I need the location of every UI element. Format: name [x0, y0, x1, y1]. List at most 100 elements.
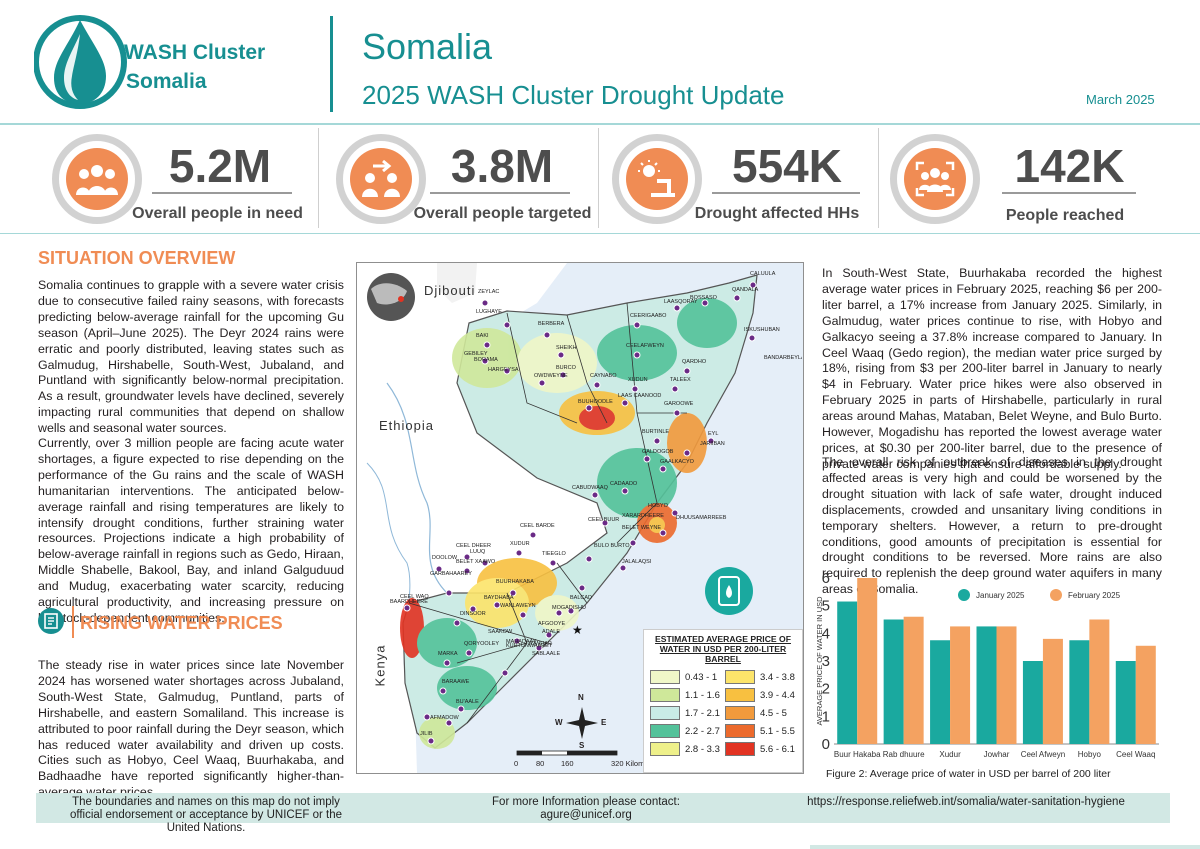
legend-label: 5.6 - 6.1 — [760, 743, 795, 755]
legend-label: 1.7 - 2.1 — [685, 707, 720, 719]
legend-item: 2.2 - 2.7 — [650, 724, 721, 738]
legend-swatch — [725, 706, 755, 720]
chart-bar-january — [1022, 661, 1043, 744]
compass-east: E — [601, 718, 607, 727]
stat-value: 142K — [1014, 140, 1125, 192]
scale-label: 320 Kilometers — [611, 759, 662, 768]
situation-paragraph-1: Somalia continues to grapple with a seve… — [38, 278, 344, 436]
brand-name: WASH Cluster Somalia — [124, 38, 304, 96]
stat-label: Overall people targeted — [413, 205, 592, 222]
chart-bar-february — [996, 626, 1017, 744]
right-paragraph-1: In South-West State, Buurhakaba recorded… — [822, 266, 1162, 471]
wash-cluster-logo — [33, 12, 130, 112]
chart-y-tick-label: 5 — [822, 598, 830, 615]
right-paragraph-2: The overall risk of outbreak of diseases… — [822, 455, 1162, 597]
legend-swatch — [650, 742, 680, 756]
legend-item: 4.5 - 5 — [725, 706, 796, 720]
stat-icon-circle — [890, 134, 980, 224]
legend-item: 5.6 - 6.1 — [725, 742, 796, 756]
people-reached-icon — [904, 148, 966, 210]
legend-item: 0.43 - 1 — [650, 670, 721, 684]
map-legend-title: ESTIMATED AVERAGE PRICE OF WATER IN USD … — [655, 634, 791, 664]
legend-item: 2.8 - 3.3 — [650, 742, 721, 756]
chart-y-tick-label: 0 — [822, 736, 830, 753]
report-title: 2025 WASH Cluster Drought Update — [362, 80, 785, 110]
legend-swatch — [650, 724, 680, 738]
chart-category-label: Ceel Afweyn — [1021, 750, 1065, 759]
chart-bar-february — [857, 578, 878, 744]
chart-bar-february — [1089, 619, 1110, 744]
legend-label: 3.9 - 4.4 — [760, 689, 795, 701]
chart-y-tick-label: 6 — [822, 570, 830, 587]
rising-water-prices-title: RISING WATER PRICES — [80, 613, 283, 633]
country-title: Somalia — [362, 26, 493, 67]
chart-y-tick-label: 4 — [822, 625, 830, 642]
legend-label: 2.8 - 3.3 — [685, 743, 720, 755]
water-price-map: ★ Djibouti Ethiopia Kenya N S W E 0 80 1… — [356, 262, 804, 774]
water-drop-logo-icon — [33, 15, 127, 109]
legend-swatch — [725, 724, 755, 738]
chart-bar-january — [837, 601, 858, 744]
legend-item: 3.4 - 3.8 — [725, 670, 796, 684]
footer-contact-email[interactable]: agure@unicef.org — [540, 809, 632, 821]
section-divider — [72, 606, 74, 638]
price-tag-icon — [38, 608, 64, 634]
stat-label: People reached — [1005, 207, 1125, 224]
stat-underline — [430, 192, 570, 194]
chart-category-label: Jowhar — [984, 750, 1010, 759]
chart-category-label: Ceel Waaq — [1116, 750, 1155, 759]
header-divider — [330, 16, 333, 112]
chart-bar-january — [1115, 661, 1136, 744]
legend-item: 5.1 - 5.5 — [725, 724, 796, 738]
stat-icon-circle — [612, 134, 702, 224]
legend-swatch — [725, 742, 755, 756]
footer-disclaimer: The boundaries and names on this map do … — [69, 796, 343, 834]
legend-item: 1.1 - 1.6 — [650, 688, 721, 702]
chart-category-label: Buur Hakaba — [834, 750, 881, 759]
chart-y-tick-label: 2 — [822, 681, 830, 698]
chart-category-label: Hobyo — [1078, 750, 1102, 759]
footer-url-link[interactable]: https://response.reliefweb.int/somalia/w… — [807, 796, 1125, 808]
people-target-icon — [350, 148, 412, 210]
legend-label: 5.1 - 5.5 — [760, 725, 795, 737]
chart-category-label: Rab dhuure — [883, 750, 925, 759]
legend-label: 1.1 - 1.6 — [685, 689, 720, 701]
scale-label: 80 — [536, 759, 545, 768]
somalia-map-svg: ★ — [357, 263, 758, 773]
stat-underline — [152, 192, 292, 194]
compass-south: S — [579, 741, 585, 750]
legend-swatch — [650, 688, 680, 702]
stat-value: 554K — [732, 140, 842, 192]
situation-overview-title: SITUATION OVERVIEW — [38, 248, 236, 268]
chart-y-tick-label: 1 — [822, 708, 830, 725]
bar-chart-svg: AVERAGE PRICE OF WATER IN USD 0 1 2 3 4 5 6 Buur… — [815, 570, 1159, 759]
report-date: March 2025 — [1086, 92, 1155, 107]
people-group-icon — [66, 148, 128, 210]
map-legend: ESTIMATED AVERAGE PRICE OF WATER IN USD … — [643, 629, 803, 773]
legend-item: 1.7 - 2.1 — [650, 706, 721, 720]
prices-paragraph: The steady rise in water prices since la… — [38, 658, 344, 799]
stat-icon-circle — [336, 134, 426, 224]
chart-bar-february — [903, 616, 924, 744]
legend-label: 0.43 - 1 — [685, 671, 718, 683]
chart-bar-january — [976, 626, 997, 744]
chart-caption: Figure 2: Average price of water in USD … — [826, 768, 1111, 780]
scale-bar — [516, 750, 618, 756]
footer-contact-line-1: For more Information please contact: — [492, 796, 680, 808]
stat-underline — [712, 192, 860, 194]
stat-value: 3.8M — [450, 140, 554, 192]
chart-bar-january — [1069, 640, 1090, 744]
bottom-accent-bar — [810, 845, 1200, 849]
country-label-ethiopia: Ethiopia — [379, 418, 434, 433]
compass-west: W — [555, 718, 563, 727]
stat-separator — [318, 128, 319, 228]
legend-swatch — [650, 670, 680, 684]
chart-legend-marker — [958, 589, 970, 601]
brand-line-1: WASH Cluster — [124, 41, 266, 64]
legend-label: 2.2 - 2.7 — [685, 725, 720, 737]
brand-line-2: Somalia — [126, 70, 207, 93]
stat-underline — [1002, 192, 1136, 194]
chart-legend-label: January 2025 — [976, 591, 1025, 600]
footer-bar: The boundaries and names on this map do … — [36, 793, 1170, 834]
chart-bar-february — [1042, 638, 1063, 744]
